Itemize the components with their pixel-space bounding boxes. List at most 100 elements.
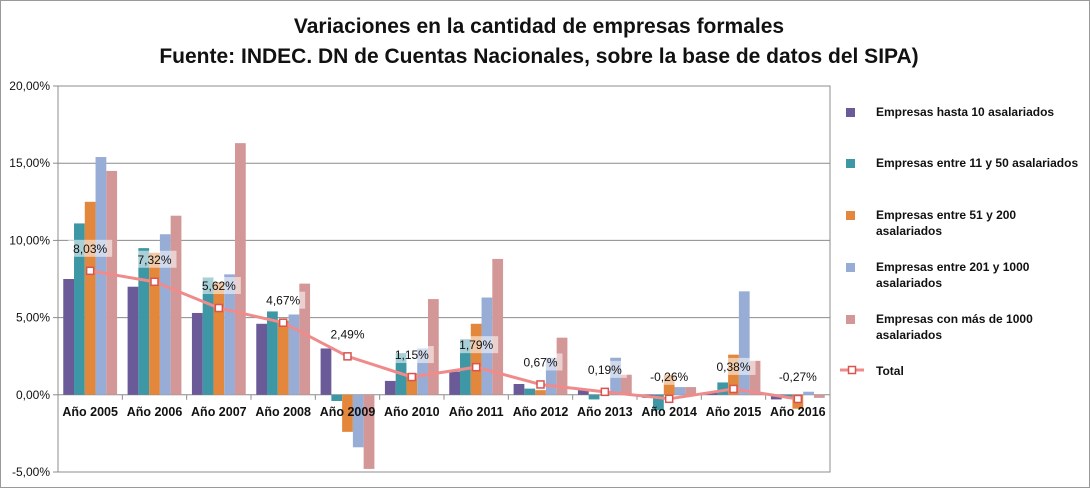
- x-category-label: Año 2014: [641, 405, 697, 419]
- legend: Empresas hasta 10 asalariados Empresas en…: [840, 105, 1078, 378]
- total-marker: [278, 318, 288, 327]
- total-marker: [471, 362, 481, 372]
- bar: [406, 373, 418, 395]
- y-tick-label: 10,00%: [9, 233, 50, 247]
- bar: [717, 382, 729, 395]
- legend-label: Empresas con más de 1000: [876, 312, 1033, 326]
- bar: [84, 201, 96, 395]
- bar: [63, 279, 75, 395]
- data-label-bg: [68, 239, 113, 257]
- y-tick-label: 20,00%: [9, 79, 50, 93]
- x-category-label: Año 2011: [449, 405, 504, 419]
- legend-swatch: [846, 315, 855, 324]
- bar: [256, 323, 268, 395]
- y-tick-label: -5,00%: [12, 465, 50, 479]
- legend-swatch: [846, 263, 855, 272]
- legend-label: Empresas entre 11 y 50 asalariados: [876, 156, 1078, 170]
- bar: [106, 170, 118, 395]
- bar: [224, 274, 235, 395]
- total-marker: [536, 380, 545, 389]
- chart-subtitle: Fuente: INDEC. DN de Cuentas Nacionales,…: [159, 45, 918, 68]
- data-label-bg: [325, 325, 370, 343]
- data-label-bg: [454, 336, 499, 354]
- bar: [674, 387, 686, 395]
- bar: [738, 291, 750, 395]
- bar: [384, 380, 396, 395]
- x-category-label: Año 2015: [706, 405, 762, 419]
- legend-label: Empresas entre 51 y 200: [876, 208, 1016, 222]
- data-label: -0,27%: [779, 370, 817, 384]
- bar: [417, 348, 428, 395]
- data-label: 1,79%: [459, 338, 493, 352]
- data-label-bg: [132, 250, 177, 268]
- bar: [127, 286, 139, 395]
- data-label-bg: [647, 367, 692, 385]
- data-label: 4,67%: [266, 294, 300, 308]
- bar: [813, 394, 825, 398]
- bar: [191, 312, 203, 395]
- bar: [492, 258, 504, 395]
- x-category-label: Año 2013: [577, 405, 633, 419]
- bar: [470, 323, 482, 395]
- x-category-label: Año 2012: [513, 405, 569, 419]
- x-category-label: Año 2005: [62, 405, 118, 419]
- bar: [803, 391, 814, 395]
- x-category-label: Año 2006: [127, 405, 183, 419]
- legend-label: asalariados: [876, 276, 942, 290]
- bar: [524, 388, 536, 395]
- data-label: 8,03%: [73, 242, 107, 256]
- bar: [149, 252, 160, 395]
- legend-label: Total: [876, 364, 904, 378]
- legend-swatch: [846, 211, 855, 220]
- bar: [159, 234, 171, 395]
- bar: [363, 394, 375, 469]
- total-marker: [407, 372, 417, 382]
- legend-marker-swatch: [847, 365, 857, 375]
- total-marker: [214, 303, 224, 313]
- data-label: -0,26%: [650, 370, 688, 384]
- bar: [460, 339, 471, 395]
- bar: [513, 383, 525, 395]
- bar: [352, 394, 364, 448]
- legend-label: asalariados: [876, 224, 942, 238]
- bar: [320, 348, 332, 395]
- data-label: 7,32%: [137, 253, 171, 267]
- y-tick-label: 15,00%: [9, 156, 50, 170]
- bar: [342, 394, 353, 432]
- bar: [749, 360, 761, 395]
- bar: [74, 223, 85, 395]
- data-label-bg: [582, 360, 627, 378]
- data-label-bg: [196, 277, 241, 295]
- legend-swatch: [846, 108, 855, 117]
- data-label: 5,62%: [202, 279, 236, 293]
- bar: [449, 371, 461, 395]
- bar: [202, 277, 214, 395]
- legend-label: Empresas entre 201 y 1000: [876, 260, 1030, 274]
- data-label: 1,15%: [395, 348, 429, 362]
- data-label-bg: [711, 357, 756, 375]
- bar: [299, 283, 311, 395]
- x-category-label: Año 2009: [320, 405, 376, 419]
- data-label-bg: [775, 367, 820, 385]
- data-label-bg: [389, 346, 434, 364]
- x-category-label: Año 2008: [255, 405, 311, 419]
- bar: [138, 248, 150, 395]
- bar: [545, 357, 557, 395]
- x-category-label: Año 2016: [770, 405, 826, 419]
- y-tick-label: 0,00%: [16, 388, 50, 402]
- bar: [95, 157, 107, 395]
- bar: [653, 394, 664, 411]
- y-tick-label: 5,00%: [16, 311, 50, 325]
- data-label-bg: [518, 353, 563, 371]
- plot-area: -5,00% 0,00% 5,00% 10,00% 15,00% 20,00% Año 20…: [9, 79, 831, 479]
- data-label: 2,49%: [330, 327, 364, 341]
- data-label: 0,67%: [523, 355, 557, 369]
- bar: [234, 143, 246, 395]
- bar: [277, 320, 289, 395]
- total-marker: [150, 277, 159, 287]
- total-marker: [664, 394, 674, 404]
- total-marker: [85, 266, 95, 276]
- total-marker: [793, 394, 803, 404]
